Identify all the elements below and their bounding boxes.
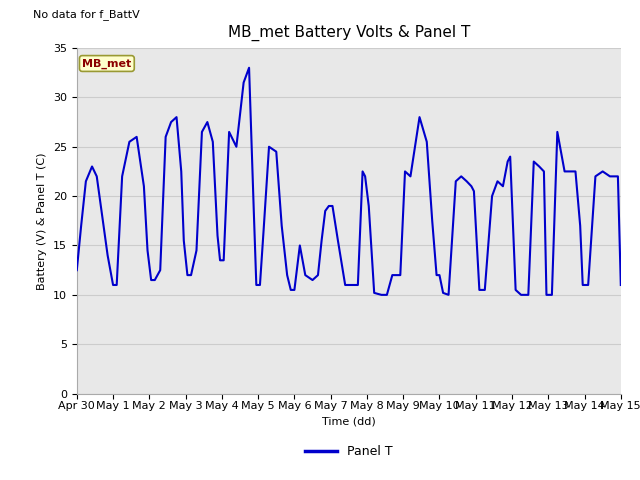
Text: No data for f_BattV: No data for f_BattV <box>33 10 140 20</box>
Legend: Panel T: Panel T <box>300 440 397 463</box>
Text: MB_met: MB_met <box>82 59 131 69</box>
X-axis label: Time (dd): Time (dd) <box>322 417 376 427</box>
Y-axis label: Battery (V) & Panel T (C): Battery (V) & Panel T (C) <box>37 152 47 289</box>
Title: MB_met Battery Volts & Panel T: MB_met Battery Volts & Panel T <box>228 25 470 41</box>
